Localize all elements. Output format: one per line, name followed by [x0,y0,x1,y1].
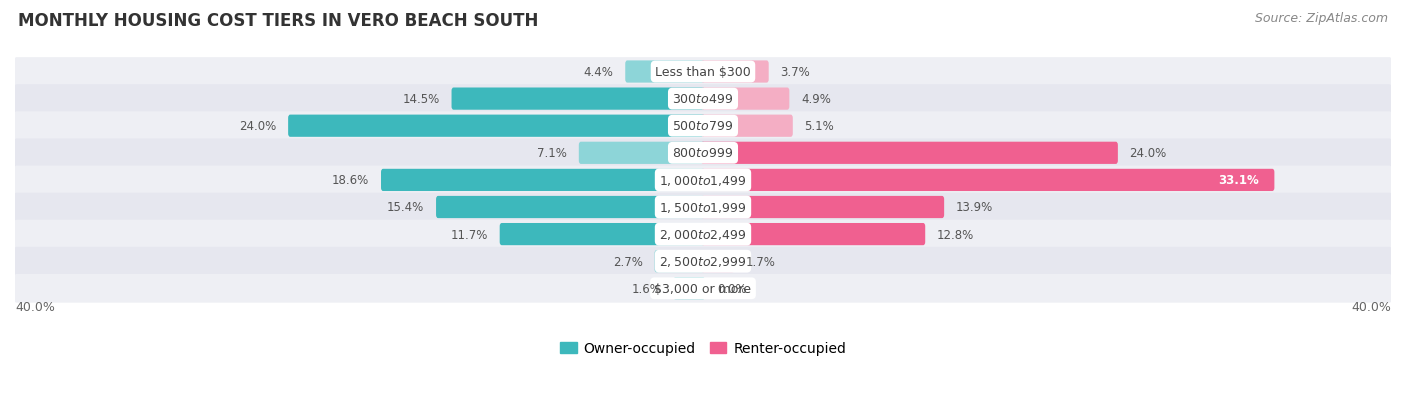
Text: 1.6%: 1.6% [631,282,662,295]
Text: 5.1%: 5.1% [804,120,834,133]
Text: 14.5%: 14.5% [402,93,440,106]
Text: 1.7%: 1.7% [747,255,776,268]
FancyBboxPatch shape [436,197,704,218]
FancyBboxPatch shape [14,220,1392,249]
FancyBboxPatch shape [288,115,704,138]
Text: Less than $300: Less than $300 [655,66,751,79]
Text: 40.0%: 40.0% [15,301,55,313]
Text: 11.7%: 11.7% [451,228,488,241]
FancyBboxPatch shape [14,85,1392,114]
Text: 18.6%: 18.6% [332,174,370,187]
FancyBboxPatch shape [451,88,704,110]
Text: MONTHLY HOUSING COST TIERS IN VERO BEACH SOUTH: MONTHLY HOUSING COST TIERS IN VERO BEACH… [18,12,538,30]
Text: 3.7%: 3.7% [780,66,810,79]
Text: 2.7%: 2.7% [613,255,643,268]
Text: 24.0%: 24.0% [239,120,277,133]
FancyBboxPatch shape [702,115,793,138]
FancyBboxPatch shape [499,223,704,246]
FancyBboxPatch shape [14,112,1392,141]
FancyBboxPatch shape [702,88,789,110]
Text: 12.8%: 12.8% [936,228,974,241]
FancyBboxPatch shape [14,247,1392,276]
Text: 0.0%: 0.0% [717,282,747,295]
Text: 40.0%: 40.0% [1351,301,1391,313]
Text: 13.9%: 13.9% [956,201,993,214]
Text: 4.9%: 4.9% [801,93,831,106]
Text: $2,000 to $2,499: $2,000 to $2,499 [659,228,747,242]
Text: $3,000 or more: $3,000 or more [655,282,751,295]
Text: $2,500 to $2,999: $2,500 to $2,999 [659,254,747,268]
Legend: Owner-occupied, Renter-occupied: Owner-occupied, Renter-occupied [554,336,852,361]
FancyBboxPatch shape [14,166,1392,195]
FancyBboxPatch shape [14,139,1392,168]
FancyBboxPatch shape [14,274,1392,303]
FancyBboxPatch shape [655,250,704,273]
Text: 15.4%: 15.4% [387,201,425,214]
FancyBboxPatch shape [626,61,704,83]
Text: $1,500 to $1,999: $1,500 to $1,999 [659,201,747,214]
FancyBboxPatch shape [702,223,925,246]
Text: $500 to $799: $500 to $799 [672,120,734,133]
Text: 33.1%: 33.1% [1218,174,1258,187]
FancyBboxPatch shape [702,169,1274,192]
Text: $800 to $999: $800 to $999 [672,147,734,160]
Text: $1,000 to $1,499: $1,000 to $1,499 [659,173,747,188]
FancyBboxPatch shape [579,142,704,164]
FancyBboxPatch shape [14,193,1392,222]
Text: 4.4%: 4.4% [583,66,613,79]
FancyBboxPatch shape [702,197,945,218]
Text: 7.1%: 7.1% [537,147,567,160]
Text: $300 to $499: $300 to $499 [672,93,734,106]
FancyBboxPatch shape [14,58,1392,87]
Text: Source: ZipAtlas.com: Source: ZipAtlas.com [1254,12,1388,25]
FancyBboxPatch shape [702,142,1118,164]
FancyBboxPatch shape [673,278,704,300]
Text: 24.0%: 24.0% [1129,147,1167,160]
FancyBboxPatch shape [381,169,704,192]
FancyBboxPatch shape [702,250,734,273]
FancyBboxPatch shape [702,61,769,83]
